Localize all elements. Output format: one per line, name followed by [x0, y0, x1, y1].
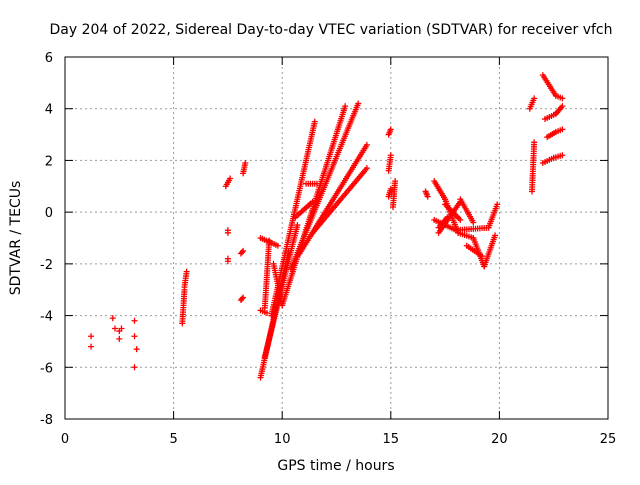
data-point-marker	[131, 317, 138, 324]
data-point-marker	[274, 242, 281, 249]
data-point-marker	[559, 103, 566, 110]
data-point-marker	[240, 294, 247, 301]
data-point-marker	[363, 141, 370, 148]
data-point-marker	[424, 193, 431, 200]
data-point-marker	[224, 255, 231, 262]
data-point-marker	[111, 325, 118, 332]
data-point-marker	[559, 126, 566, 133]
data-point-marker	[355, 100, 362, 107]
data-point-marker	[109, 315, 116, 322]
data-point-marker	[131, 364, 138, 371]
data-point-marker	[183, 268, 190, 275]
data-point-marker	[470, 219, 477, 226]
y-tick-label: -6	[40, 361, 53, 376]
data-point-marker	[88, 333, 95, 340]
chart-title: Day 204 of 2022, Sidereal Day-to-day VTE…	[49, 22, 612, 38]
data-point-marker	[294, 222, 301, 229]
data-point-marker	[311, 118, 318, 125]
y-axis-title: SDTVAR / TECUs	[8, 181, 24, 296]
data-point-marker	[133, 346, 140, 353]
data-point-marker	[494, 201, 501, 208]
data-point-marker	[118, 325, 125, 332]
y-tick-label: 0	[45, 206, 53, 221]
x-tick-label: 5	[169, 432, 177, 447]
data-point-marker	[131, 333, 138, 340]
y-tick-label: 2	[45, 154, 53, 169]
data-point-marker	[240, 247, 247, 254]
y-tick-label: -4	[40, 310, 53, 325]
data-point-marker	[392, 178, 399, 185]
data-point-marker	[279, 302, 286, 309]
y-tick-label: 4	[45, 103, 53, 118]
data-point-marker	[242, 160, 249, 167]
data-point-marker	[239, 249, 246, 256]
data-point-marker	[224, 227, 231, 234]
data-point-marker	[88, 343, 95, 350]
axis-ticks: 0 5 10 15 20 25 -8 -6 -4 -2 0 2 4 6	[40, 51, 616, 447]
x-tick-label: 0	[61, 432, 69, 447]
x-tick-label: 25	[600, 432, 617, 447]
data-point-marker	[492, 232, 499, 239]
data-point-marker	[479, 253, 486, 260]
data-point-marker	[387, 126, 394, 133]
data-point-marker	[239, 295, 246, 302]
data-point-marker	[457, 216, 464, 223]
data-point-marker	[387, 152, 394, 159]
x-tick-label: 15	[383, 432, 400, 447]
data-point-marker	[342, 103, 349, 110]
data-point-marker	[263, 309, 270, 316]
data-point-marker	[531, 95, 538, 102]
x-axis-title: GPS time / hours	[277, 458, 394, 474]
data-point-marker	[559, 152, 566, 159]
grid-lines	[65, 57, 608, 419]
data-point-marker	[531, 139, 538, 146]
data-point-marker	[309, 198, 316, 205]
data-points	[88, 72, 566, 381]
data-point-marker	[116, 335, 123, 342]
data-point-marker	[313, 180, 320, 187]
x-tick-label: 20	[491, 432, 508, 447]
plot-frame	[64, 56, 609, 420]
data-point-marker	[363, 165, 370, 172]
x-tick-label: 10	[274, 432, 291, 447]
data-point-marker	[227, 175, 234, 182]
y-tick-label: 6	[45, 51, 53, 66]
y-tick-label: -8	[40, 413, 53, 428]
data-point-marker	[387, 185, 394, 192]
y-tick-label: -2	[40, 258, 53, 273]
data-point-marker	[559, 95, 566, 102]
